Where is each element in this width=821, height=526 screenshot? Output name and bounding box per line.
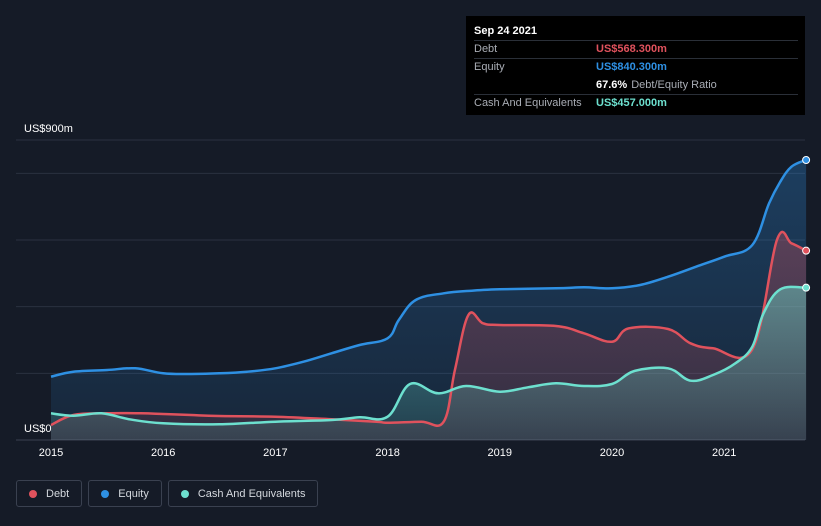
x-tick-label: 2019 bbox=[487, 447, 513, 459]
chart-legend: Debt Equity Cash And Equivalents bbox=[16, 480, 319, 507]
debt-dot-icon bbox=[29, 489, 37, 498]
equity-dot-icon bbox=[101, 489, 110, 498]
tooltip-equity-value: US$840.300m bbox=[596, 61, 667, 73]
tooltip-equity-row: Equity US$840.300m bbox=[474, 58, 798, 76]
equity-line bbox=[50, 158, 807, 378]
x-tick-label: 2021 bbox=[711, 447, 737, 459]
y-axis-top-label: US$900m bbox=[24, 123, 73, 135]
x-tick-label: 2016 bbox=[150, 447, 176, 459]
tooltip-cash-row: Cash And Equivalents US$457.000m bbox=[474, 94, 798, 112]
tooltip-cash-value: US$457.000m bbox=[596, 97, 667, 109]
legend-cash-label: Cash And Equivalents bbox=[197, 487, 306, 500]
cash-dot-icon bbox=[180, 489, 189, 498]
tooltip-debt-label: Debt bbox=[474, 43, 498, 55]
tooltip-ratio-label: Debt/Equity Ratio bbox=[631, 79, 717, 91]
legend-equity-label: Equity bbox=[118, 487, 149, 500]
series-areas bbox=[51, 160, 807, 440]
series-lines bbox=[50, 158, 807, 427]
legend-equity-toggle[interactable]: Equity bbox=[88, 480, 162, 507]
debt-line bbox=[50, 230, 807, 427]
x-tick-label: 2015 bbox=[38, 447, 64, 459]
tooltip-debt-value: US$568.300m bbox=[596, 43, 667, 55]
legend-debt-toggle[interactable]: Debt bbox=[16, 480, 83, 507]
legend-debt-label: Debt bbox=[46, 487, 70, 500]
series-end-markers bbox=[802, 156, 811, 292]
x-tick-label: 2017 bbox=[263, 447, 288, 459]
tooltip-ratio-value: 67.6% bbox=[596, 79, 628, 91]
tooltip-equity-label: Equity bbox=[474, 61, 505, 73]
tooltip-debt-row: Debt US$568.300m bbox=[474, 40, 798, 58]
tooltip-cash-label: Cash And Equivalents bbox=[474, 97, 582, 109]
debt-end-point bbox=[802, 246, 811, 255]
cash-end-point bbox=[802, 283, 811, 292]
tooltip-date: Sep 24 2021 bbox=[474, 25, 537, 37]
tooltip-ratio-row: 67.6% Debt/Equity Ratio bbox=[474, 76, 798, 94]
equity-end-point bbox=[802, 156, 811, 164]
tooltip-panel: Sep 24 2021 Debt US$568.300m Equity US$8… bbox=[466, 16, 805, 115]
x-tick-label: 2020 bbox=[599, 447, 625, 459]
x-tick-label: 2018 bbox=[375, 447, 400, 459]
cash-line bbox=[50, 285, 807, 426]
cash-area bbox=[51, 286, 807, 440]
y-axis-bottom-label: US$0 bbox=[24, 423, 52, 435]
legend-cash-toggle[interactable]: Cash And Equivalents bbox=[167, 480, 319, 507]
